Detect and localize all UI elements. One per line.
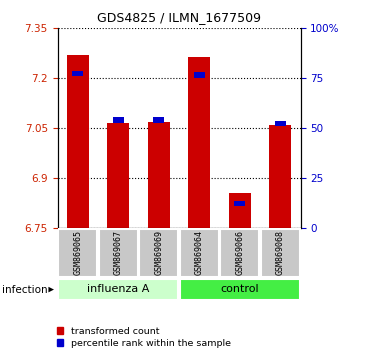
- Text: GSM869067: GSM869067: [114, 230, 123, 275]
- Text: GSM869065: GSM869065: [73, 230, 82, 275]
- Bar: [269, 125, 291, 228]
- Text: influenza A: influenza A: [87, 284, 150, 294]
- Bar: [180, 229, 219, 278]
- Title: GDS4825 / ILMN_1677509: GDS4825 / ILMN_1677509: [97, 11, 261, 24]
- Bar: [72, 71, 83, 76]
- Bar: [220, 229, 259, 278]
- Bar: [148, 122, 170, 228]
- Bar: [107, 123, 129, 228]
- Bar: [229, 193, 251, 228]
- Bar: [58, 229, 97, 278]
- Text: control: control: [220, 284, 259, 294]
- Bar: [194, 72, 205, 78]
- Bar: [99, 229, 138, 278]
- Text: GSM869064: GSM869064: [195, 230, 204, 275]
- Text: GSM869066: GSM869066: [235, 230, 244, 275]
- Bar: [234, 201, 245, 206]
- Legend: transformed count, percentile rank within the sample: transformed count, percentile rank withi…: [57, 327, 231, 348]
- Text: infection: infection: [2, 285, 47, 295]
- Bar: [275, 121, 286, 126]
- Bar: [113, 117, 124, 122]
- Bar: [153, 117, 164, 122]
- Bar: [261, 229, 300, 278]
- Bar: [139, 229, 178, 278]
- Bar: [58, 279, 178, 301]
- Bar: [67, 55, 89, 228]
- Text: GSM869068: GSM869068: [276, 230, 285, 275]
- Text: GSM869069: GSM869069: [154, 230, 163, 275]
- Bar: [188, 57, 210, 228]
- Bar: [180, 279, 300, 301]
